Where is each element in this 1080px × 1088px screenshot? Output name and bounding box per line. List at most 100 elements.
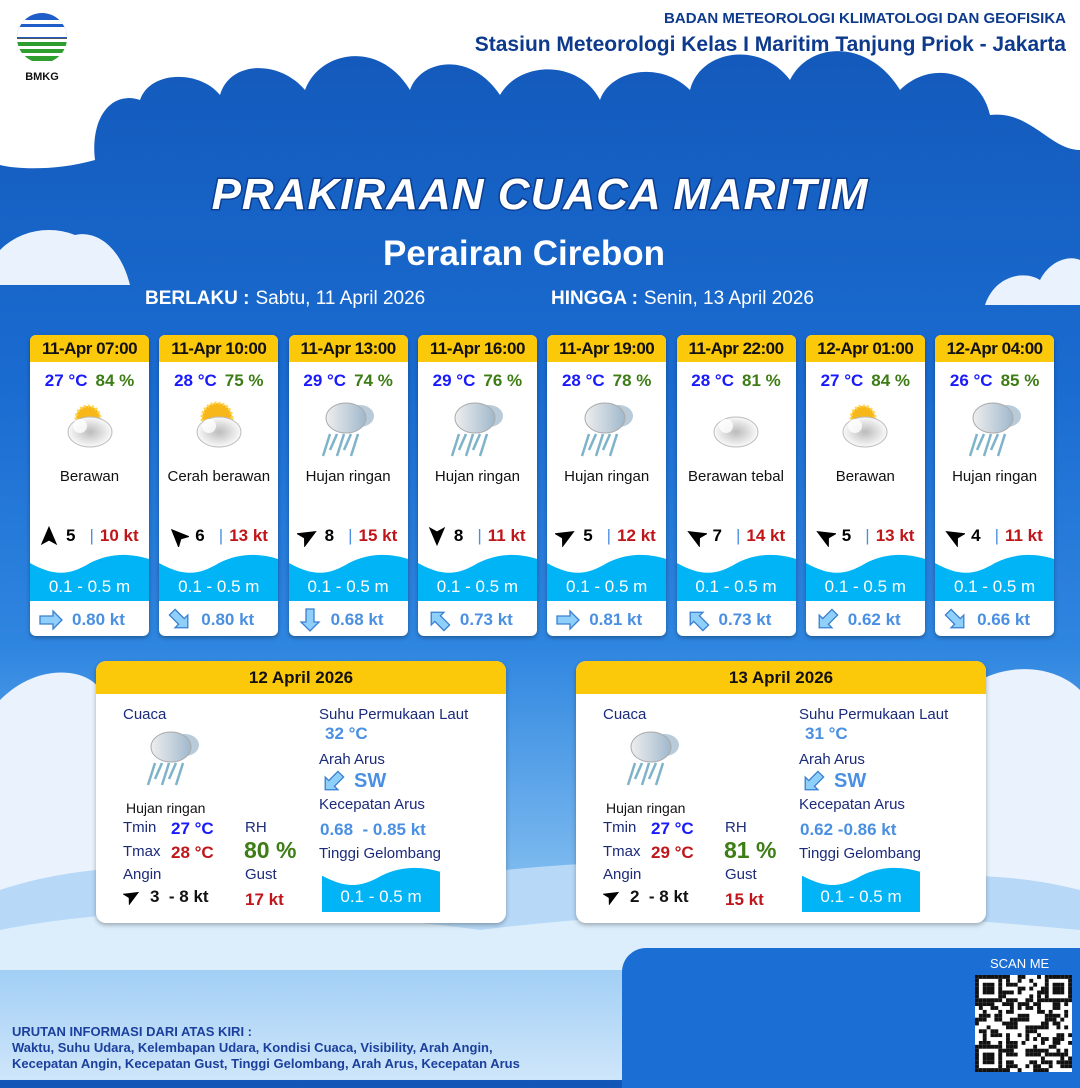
wave-height: 0.1 - 0.5 m	[340, 887, 422, 906]
current-speed: 0.68 kt	[330, 610, 384, 629]
gust-speed: 13 kt	[229, 526, 268, 545]
gust-value: 15 kt	[725, 890, 764, 909]
current-direction-icon	[944, 608, 965, 629]
wave-height: 0.1 - 0.5 m	[48, 577, 131, 596]
humidity: 75 %	[224, 371, 264, 390]
wave-height-box: 0.1 - 0.5 m	[30, 553, 149, 601]
rain-icon	[451, 402, 504, 457]
forecast-card: 11-Apr 13:00 29 °C 74 % Hujan ringan 8 | 15 kt…	[288, 335, 408, 636]
page-title: PRAKIRAAN CUACA MARITIM	[210, 169, 869, 221]
station-name: Stasiun Meteorologi Kelas I Maritim Tanj…	[474, 33, 1066, 56]
tmin-value: 27 °C	[651, 819, 694, 838]
weather-condition: Hujan ringan	[952, 468, 1038, 485]
qr-code[interactable]	[975, 975, 1072, 1072]
wind-direction-icon	[686, 530, 707, 547]
current-direction-icon	[168, 608, 189, 629]
page-subtitle: Perairan Cirebon	[382, 234, 666, 273]
wave-shape	[30, 554, 149, 601]
wave-label: Tinggi Gelombang	[319, 845, 442, 862]
rain-icon	[321, 402, 375, 457]
current-direction-label: Arah Arus	[319, 751, 385, 768]
humidity: 84 %	[95, 371, 135, 390]
current-direction-icon	[689, 611, 710, 632]
sunny-cloud-icon	[196, 401, 242, 448]
current-speed: 0.80 kt	[72, 610, 125, 629]
wind-direction-icon	[945, 530, 966, 547]
weather-condition: Berawan	[59, 468, 120, 485]
wave-shape	[417, 554, 537, 601]
wave-shape	[159, 554, 279, 601]
current-speed-value: 0.62 -0.86 kt	[800, 820, 897, 839]
current-direction-label: Arah Arus	[799, 751, 865, 768]
gust-label: Gust	[725, 866, 757, 883]
forecast-card: 12-Apr 01:00 27 °C 84 % Berawan 5 | 13 kt 0.1 -…	[805, 335, 925, 636]
valid-to-date: Senin, 13 April 2026	[643, 288, 814, 309]
forecast-card: 11-Apr 16:00 29 °C 76 % Hujan ringan 8 | 11 kt…	[417, 335, 537, 636]
forecast-time: 11-Apr 13:00	[288, 335, 408, 362]
partly-cloudy-icon	[67, 404, 112, 448]
wind-speed: 5	[583, 526, 593, 545]
rh-value: 80 %	[244, 837, 297, 863]
weather-condition: Hujan ringan	[606, 800, 686, 816]
logo-text: BMKG	[25, 71, 59, 83]
daily-date: 13 April 2026	[576, 661, 986, 694]
wave-height-box: 0.1 - 0.5 m	[676, 553, 796, 601]
weather-condition: Hujan ringan	[305, 468, 391, 485]
wave-height-box: 0.1 - 0.5 m	[935, 553, 1055, 601]
wind-speed: 8	[324, 526, 335, 545]
wind-speed: 7	[712, 526, 722, 545]
sst-value: 31 °C	[805, 724, 848, 743]
wind-speed: 3 - 8 kt	[150, 887, 209, 906]
header-clouds	[0, 0, 1080, 169]
wave-label: Tinggi Gelombang	[799, 845, 922, 862]
wind-direction-icon	[602, 891, 620, 906]
humidity: 85 %	[1000, 371, 1040, 390]
current-speed-label: Kecepatan Arus	[799, 796, 905, 813]
forecast-card: 11-Apr 19:00 28 °C 78 % Hujan ringan 5 | 12 kt…	[547, 335, 667, 636]
current-direction-icon	[804, 770, 825, 791]
wave-shape	[935, 554, 1055, 601]
forecast-time: 11-Apr 10:00	[159, 335, 279, 362]
sst-label: Suhu Permukaan Laut	[799, 706, 949, 723]
air-temperature: 28 °C	[691, 371, 734, 390]
forecast-card: 11-Apr 22:00 28 °C 81 % Berawan tebal 7 | 14 k…	[676, 335, 796, 636]
wave-height: 0.1 - 0.5 m	[953, 577, 1036, 596]
current-direction-value: SW	[834, 770, 867, 792]
humidity: 78 %	[612, 371, 652, 390]
separator: |	[348, 526, 353, 545]
wave-shape	[547, 554, 667, 601]
humidity: 74 %	[354, 371, 393, 390]
wave-shape	[288, 554, 408, 601]
gust-speed: 15 kt	[358, 526, 398, 545]
forecast-time: 11-Apr 19:00	[547, 335, 667, 362]
scan-me-label: SCAN ME	[990, 956, 1050, 971]
current-direction-icon	[556, 609, 581, 631]
wave-height-box: 0.1 - 0.5 m	[802, 866, 920, 912]
sst-label: Suhu Permukaan Laut	[319, 706, 469, 723]
wind-direction-icon	[122, 891, 140, 906]
forecast-card: 11-Apr 10:00 28 °C 75 % Cerah berawan 6 | 13 k…	[159, 335, 279, 636]
weather-condition: Hujan ringan	[434, 468, 520, 485]
wind-label: Angin	[123, 866, 162, 883]
gust-label: Gust	[245, 866, 277, 883]
daily-panel: 12 April 2026 Cuaca Hujan ringan Tmin 27 °C T…	[96, 661, 506, 923]
rh-value: 81 %	[724, 837, 777, 863]
wind-speed: 8	[453, 526, 464, 545]
humidity: 76 %	[483, 371, 523, 390]
wind-label: Angin	[603, 866, 642, 883]
wind-speed: 6	[195, 526, 205, 545]
tmin-label: Tmin	[123, 819, 157, 836]
separator: |	[218, 526, 224, 545]
separator: |	[865, 526, 870, 545]
valid-to: HINGGA : Senin, 13 April 2026	[551, 288, 814, 310]
rain-icon	[146, 731, 199, 786]
weather-label: Cuaca	[603, 706, 647, 723]
current-direction-icon	[299, 608, 321, 632]
separator: |	[994, 526, 999, 545]
wind-direction-icon	[171, 528, 190, 547]
air-temperature: 29 °C	[432, 371, 476, 390]
forecast-time: 11-Apr 22:00	[676, 335, 796, 362]
current-speed-label: Kecepatan Arus	[319, 796, 425, 813]
tmin-label: Tmin	[603, 819, 637, 836]
gust-speed: 13 kt	[875, 526, 915, 545]
